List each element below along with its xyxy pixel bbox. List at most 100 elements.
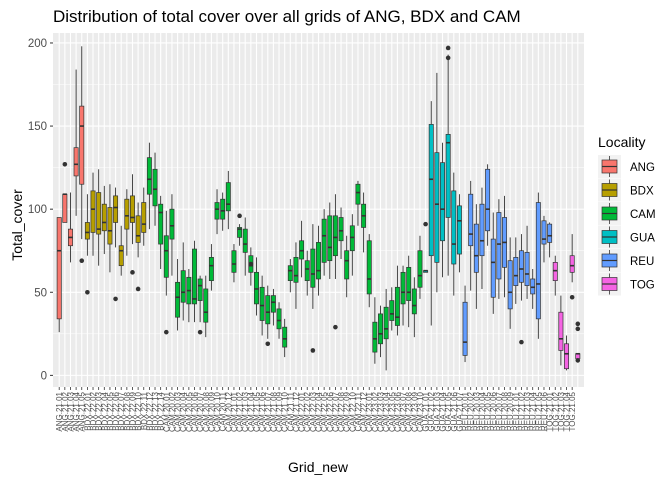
box-body [96,192,102,235]
x-tick-label: CAM.21.12 [292,391,301,432]
box-REU.20.04 [479,187,485,289]
x-tick-label: BDX.22.11 [140,391,149,430]
box-CAM.22.11 [355,180,361,226]
box-BDX.22.06 [113,187,119,302]
x-tick-label: ANG.21.02 [61,391,70,431]
x-tick-label: GUA.21.01 [422,391,431,431]
y-tick-label: 0 [41,370,47,382]
outlier-point [445,55,451,61]
outlier-point [575,326,581,332]
box-body [496,212,502,280]
box-CAM.21.03 [242,217,248,276]
box-body [417,250,423,288]
x-tick-label: CAM.20.08 [202,391,211,432]
legend-key-REU [598,249,621,272]
outlier-point [248,261,254,267]
box-undefined [575,321,581,363]
x-tick-label: CAM.20.05 [185,391,194,432]
x-tick-label: CAM.22.05 [320,391,329,432]
x-tick-label: BDX.22.02 [89,391,98,430]
box-TOG.21.01 [547,222,553,258]
box-body [400,271,406,305]
box-CAM.21.04 [248,247,254,286]
y-tick-label: 50 [34,287,47,299]
box-GUA.21.01 [423,221,429,273]
box-body [169,208,175,240]
x-axis-title: Grid_new [288,459,349,475]
box-body [293,257,299,283]
x-tick-label: REU.20.06 [489,391,498,431]
x-tick-label: CAM.20.10 [213,391,222,432]
box-body [316,242,321,280]
box-REU.21.04 [530,269,536,309]
x-tick-label: BDX.22.06 [112,391,121,430]
box-body [287,265,293,281]
box-CAM.21.02 [237,213,243,246]
box-CAM.21.10 [282,318,288,358]
x-tick-label: ANG.21.01 [55,391,64,431]
x-tick-label: CAM.23.05 [388,391,397,432]
legend-key-ANG [598,155,621,178]
boxes-layer [56,45,581,371]
x-tick-label: REU.20.01 [461,391,470,431]
box-GUA.21.05 [445,45,451,276]
box-BDX.22.13 [152,152,158,226]
box-BDX.22.05 [107,184,113,273]
box-BDX.22.09 [130,174,135,275]
legend-key-CAM [598,202,621,225]
box-body [101,203,107,232]
box-body [225,182,231,212]
box-CAM.21.05 [254,257,259,316]
outlier-point [310,348,316,353]
box-REU.20.07 [496,199,502,299]
box-body [163,235,169,278]
y-tick-label: 100 [28,204,47,216]
x-tick-label: BDX.22.07 [117,391,126,430]
box-BDX.22.03 [96,169,102,266]
box-REU.21.02 [518,234,524,345]
box-body [569,255,575,273]
box-CAM.22.12 [361,192,367,253]
legend-label-CAM: CAM [630,209,656,221]
box-body [485,168,491,232]
x-tick-label: REU.21.05 [534,391,543,431]
box-body [366,240,372,295]
box-body [513,257,519,286]
x-tick-label: ANG.21.04 [72,391,81,431]
box-REU.20.09 [507,237,513,329]
box-REU.20.03 [473,204,479,309]
x-tick-label: CAM.22.04 [315,391,324,432]
x-tick-label: CAM.20.12 [224,391,233,432]
box-body [344,250,350,280]
x-tick-label: BDX.22.09 [128,391,137,430]
box-CAM.21.09 [276,302,282,339]
box-CAM.20.04 [180,242,186,321]
x-tick-label: CAM.23.06 [393,391,402,432]
box-body [327,215,333,262]
box-GUA.21.06 [451,172,457,296]
box-ANG.21.02 [62,161,68,223]
box-BDX.22.08 [124,189,130,256]
x-tick-label: CAM.20.06 [190,391,199,432]
box-CAM.23.09 [411,277,417,338]
box-body [118,245,124,267]
box-body [276,308,282,330]
box-TOG.21.03 [558,295,564,366]
box-body [411,288,417,315]
box-body [451,190,457,265]
box-body [270,295,276,313]
box-body [321,218,327,263]
box-CAM.22.02 [304,250,310,296]
box-GUA.21.02 [428,101,434,326]
box-CAM.23.07 [400,265,406,326]
x-tick-label: CAM.20.03 [174,391,183,432]
box-body [175,281,181,318]
x-tick-label: REU.20.03 [472,391,481,431]
x-tick-label: BDX.22.12 [145,391,154,430]
box-CAM.22.06 [327,202,333,279]
box-body [62,193,68,223]
box-REU.20.08 [502,195,507,298]
x-tick-label: BDX.22.08 [123,391,132,430]
box-REU.21.05 [535,192,541,339]
